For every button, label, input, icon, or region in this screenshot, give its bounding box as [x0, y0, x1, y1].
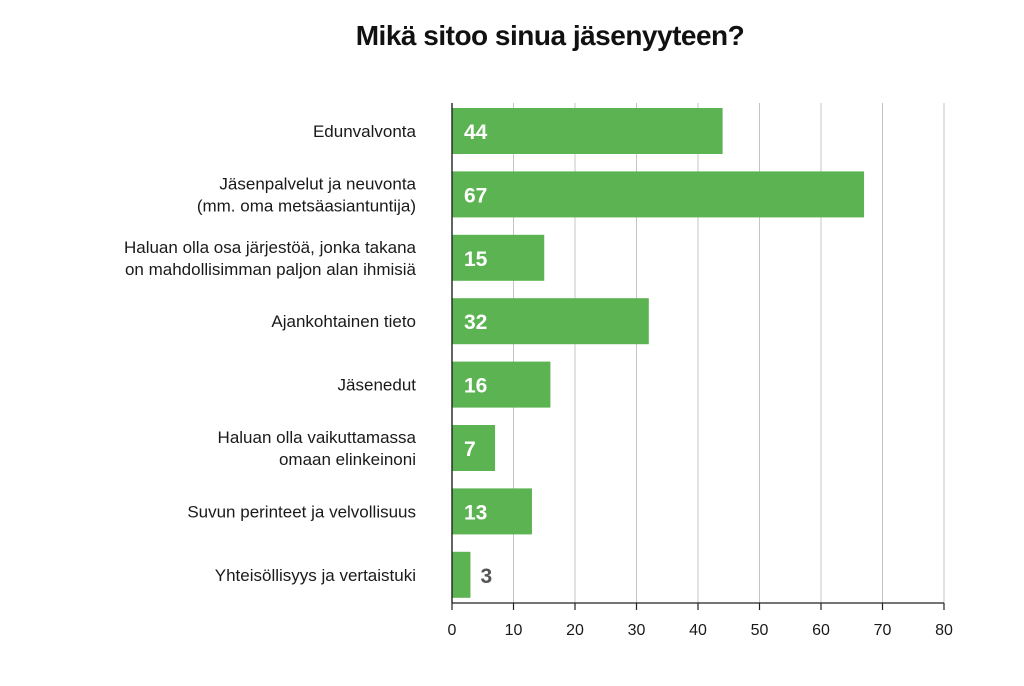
bar: [452, 551, 471, 598]
category-label: (mm. oma metsäasiantuntija): [197, 196, 416, 215]
x-tick-label: 30: [628, 622, 646, 639]
chart-title: Mikä sitoo sinua jäsenyyteen?: [355, 20, 745, 51]
data-label: 7: [464, 438, 476, 461]
bar: [452, 298, 649, 345]
category-label: Yhteisöllisyys ja vertaistuki: [215, 566, 416, 585]
category-label: on mahdollisimman paljon alan ihmisiä: [125, 260, 417, 279]
category-label: Suvun perinteet ja velvollisuus: [187, 502, 416, 521]
bar: [452, 108, 723, 154]
data-label: 44: [464, 121, 488, 144]
category-label: Jäsenedut: [338, 376, 417, 395]
x-tick-label: 80: [935, 622, 953, 639]
category-labels: Edunvalvonta Jäsenpalvelut ja neuvonta (mm…: [124, 122, 417, 585]
bar: [452, 425, 496, 471]
bar: [452, 234, 545, 281]
x-tick-label: 50: [751, 622, 769, 639]
data-label: 16: [464, 375, 487, 398]
category-label: Edunvalvonta: [313, 122, 417, 141]
category-label: omaan elinkeinoni: [279, 450, 416, 469]
category-label: Jäsenpalvelut ja neuvonta: [219, 174, 416, 193]
x-tick-label: 0: [448, 622, 457, 639]
bar: [452, 171, 865, 218]
x-tick-label: 60: [812, 622, 830, 639]
x-tick-label: 10: [505, 622, 523, 639]
category-label: Haluan olla vaikuttamassa: [218, 428, 417, 447]
data-label: 3: [480, 565, 492, 588]
category-label: Haluan olla osa järjestöä, jonka takana: [124, 238, 417, 257]
x-axis: 0 10 20 30 40 50 60 70 80: [448, 103, 953, 639]
bar: [452, 361, 551, 408]
data-label: 67: [464, 184, 487, 207]
data-label: 32: [464, 311, 487, 334]
bar: [452, 488, 532, 535]
x-tick-label: 20: [566, 622, 584, 639]
bars: 44 67 15 32 16 7 13 3: [452, 108, 865, 598]
data-label: 13: [464, 501, 487, 524]
data-label: 15: [464, 248, 488, 271]
x-tick-label: 40: [689, 622, 707, 639]
category-label: Ajankohtainen tieto: [271, 312, 416, 331]
x-tick-label: 70: [874, 622, 892, 639]
